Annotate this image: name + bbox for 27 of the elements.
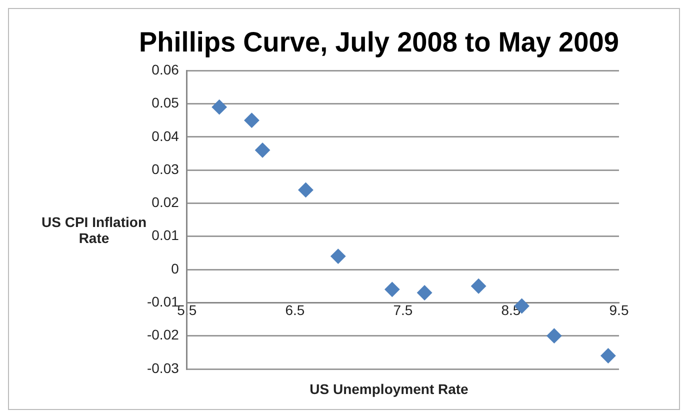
y-tick-label: 0.01: [152, 227, 180, 244]
point: [298, 182, 314, 198]
point: [255, 142, 270, 158]
x-tick-label: 6.5: [285, 302, 305, 318]
x-tick-label: 7.5: [393, 302, 413, 318]
y-tick-label: 0.02: [152, 194, 180, 210]
y-tick-label: 0.04: [152, 128, 180, 144]
point: [471, 278, 486, 294]
y-tick-label: -0.01: [146, 294, 180, 310]
y-axis-title: US CPI Inflation Rate: [42, 214, 146, 246]
x-tick-label: 5.5: [177, 302, 197, 318]
y-tick-label: 0.06: [152, 61, 180, 78]
point: [384, 282, 400, 297]
y-tick-label: 0.03: [152, 160, 180, 177]
x-axis-title: US Unemployment Rate: [308, 381, 470, 397]
point: [212, 100, 227, 115]
point: [330, 248, 346, 264]
y-tick-label: -0.02: [146, 326, 180, 343]
x-tick-label: 9.5: [609, 302, 629, 318]
y-tick-label: -0.03: [146, 360, 180, 376]
y-tick-label: 0: [171, 260, 180, 276]
point: [546, 328, 562, 344]
y-tick-label: 0.05: [152, 94, 180, 111]
chart-title: Phillips Curve, July 2008 to May 2009: [139, 26, 619, 58]
point: [244, 112, 260, 128]
point: [417, 285, 432, 300]
point: [600, 348, 616, 364]
